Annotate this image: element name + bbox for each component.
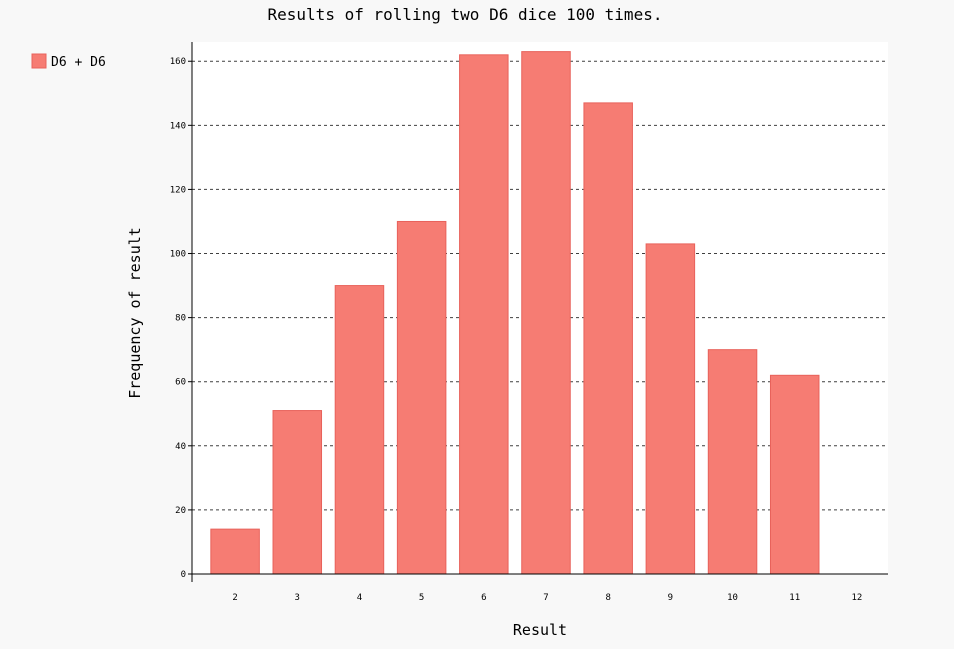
bar	[272, 410, 323, 575]
bar	[583, 102, 633, 575]
bar	[645, 243, 696, 575]
y-tick-label: 100	[170, 250, 186, 260]
x-tick-label: 11	[789, 593, 800, 603]
bar	[396, 220, 447, 575]
bar	[521, 51, 571, 575]
x-tick-label: 8	[605, 593, 610, 603]
x-tick-label: 9	[668, 593, 673, 603]
y-axis-title: Frequency of result	[126, 227, 144, 399]
y-tick-label: 120	[170, 185, 186, 195]
x-tick-label: 10	[727, 593, 738, 603]
x-tick-label: 3	[295, 593, 300, 603]
legend: D6 + D6	[31, 53, 106, 70]
bars	[210, 51, 820, 575]
y-tick-label: 80	[175, 314, 186, 324]
chart-title: Results of rolling two D6 dice 100 times…	[268, 5, 663, 24]
legend-label: D6 + D6	[51, 55, 106, 70]
bar	[334, 285, 385, 575]
bar	[459, 54, 509, 575]
legend-swatch	[31, 53, 47, 69]
x-tick-label: 2	[232, 593, 237, 603]
x-tick-label: 5	[419, 593, 424, 603]
y-tick-label: 20	[175, 506, 186, 516]
x-tick-label: 12	[851, 593, 862, 603]
x-tick-label: 4	[357, 593, 362, 603]
x-axis-title: Result	[513, 621, 567, 639]
y-tick-label: 40	[175, 442, 186, 452]
bar	[210, 528, 260, 575]
x-tick-label: 6	[481, 593, 486, 603]
y-tick-labels: 0 20 40 60 80 100 120 140 160	[170, 57, 186, 580]
y-tick-label: 60	[175, 378, 186, 388]
y-tick-label: 160	[170, 57, 186, 67]
axes	[191, 42, 888, 582]
y-tick-label: 0	[181, 570, 186, 580]
x-tick-label: 7	[543, 593, 548, 603]
bar	[707, 349, 758, 575]
x-tick-labels: 2 3 4 5 6 7 8 9 10 11 12	[232, 593, 862, 603]
y-tick-label: 140	[170, 121, 186, 131]
bar	[769, 374, 820, 575]
